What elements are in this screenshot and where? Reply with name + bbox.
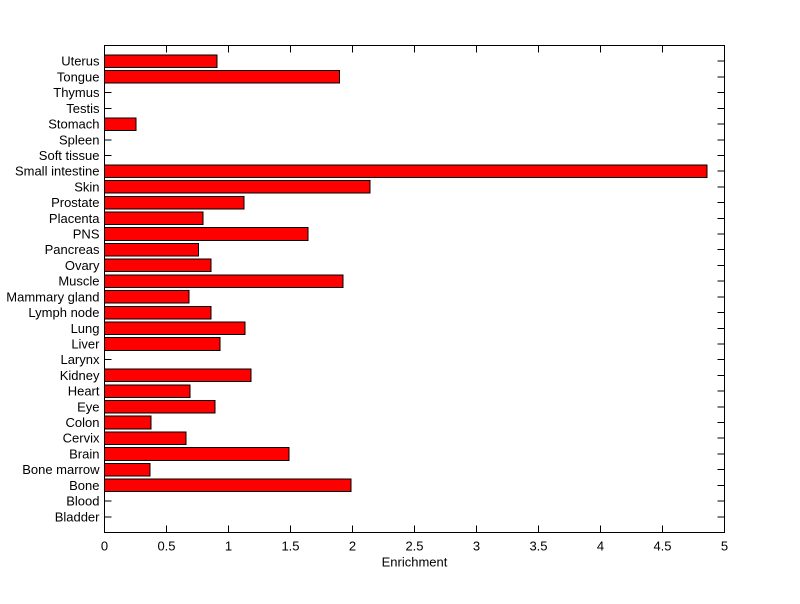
svg-text:Cervix: Cervix [63, 431, 100, 446]
svg-text:0.5: 0.5 [157, 539, 175, 554]
svg-text:Bone: Bone [69, 478, 99, 493]
svg-text:Testis: Testis [66, 101, 100, 116]
svg-text:Skin: Skin [74, 179, 99, 194]
svg-text:Pancreas: Pancreas [45, 242, 100, 257]
svg-text:Brain: Brain [69, 446, 99, 461]
svg-text:4.5: 4.5 [653, 539, 671, 554]
svg-text:0: 0 [101, 539, 108, 554]
svg-text:Lymph node: Lymph node [28, 305, 99, 320]
svg-text:Colon: Colon [66, 415, 100, 430]
svg-text:Kidney: Kidney [60, 368, 100, 383]
svg-text:Small intestine: Small intestine [15, 164, 100, 179]
svg-text:5: 5 [721, 539, 728, 554]
svg-text:Spleen: Spleen [59, 132, 99, 147]
svg-text:Ovary: Ovary [65, 258, 100, 273]
svg-text:Thymus: Thymus [53, 85, 100, 100]
svg-text:Mammary gland: Mammary gland [6, 289, 99, 304]
svg-text:Eye: Eye [77, 399, 99, 414]
svg-text:Stomach: Stomach [48, 117, 99, 132]
svg-text:2: 2 [349, 539, 356, 554]
svg-text:Bladder: Bladder [55, 509, 100, 524]
svg-text:Liver: Liver [71, 336, 100, 351]
svg-text:Enrichment: Enrichment [382, 555, 448, 570]
svg-text:Soft tissue: Soft tissue [39, 148, 100, 163]
svg-text:Lung: Lung [71, 321, 100, 336]
svg-text:2.5: 2.5 [405, 539, 423, 554]
svg-text:Blood: Blood [66, 494, 99, 509]
svg-text:Prostate: Prostate [51, 195, 99, 210]
svg-text:3: 3 [473, 539, 480, 554]
svg-text:1.5: 1.5 [281, 539, 299, 554]
svg-text:Muscle: Muscle [58, 274, 99, 289]
svg-text:Bone marrow: Bone marrow [22, 462, 100, 477]
svg-text:Uterus: Uterus [61, 54, 100, 69]
svg-text:Larynx: Larynx [60, 352, 100, 367]
svg-text:Placenta: Placenta [49, 211, 100, 226]
svg-text:Heart: Heart [68, 384, 100, 399]
svg-text:Tongue: Tongue [57, 69, 100, 84]
svg-text:4: 4 [597, 539, 604, 554]
svg-text:PNS: PNS [73, 227, 100, 242]
svg-text:3.5: 3.5 [529, 539, 547, 554]
svg-text:1: 1 [225, 539, 232, 554]
